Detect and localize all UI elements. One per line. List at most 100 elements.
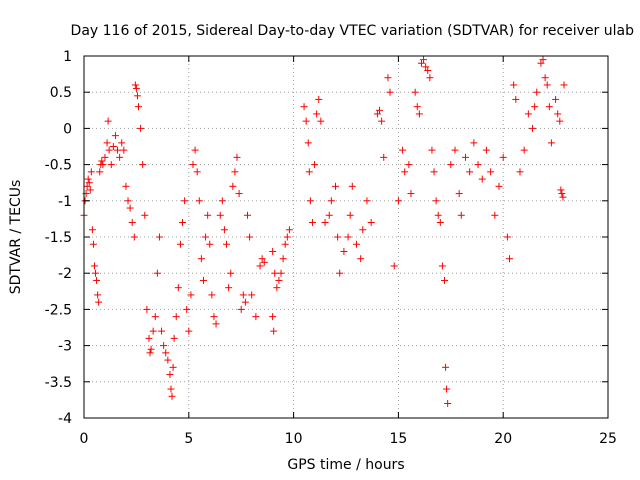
data-point: [512, 95, 520, 103]
data-point: [487, 168, 495, 176]
data-point: [269, 247, 277, 255]
data-point: [413, 103, 421, 111]
data-point: [237, 305, 245, 313]
data-point: [86, 186, 94, 194]
data-point: [482, 146, 490, 154]
x-tick-label: 20: [494, 431, 512, 447]
y-tick-label: -0.5: [45, 158, 72, 174]
data-point: [499, 153, 507, 161]
data-point: [168, 392, 176, 400]
data-point: [252, 313, 260, 321]
data-point: [524, 110, 532, 118]
data-point: [317, 117, 325, 125]
data-point: [101, 153, 109, 161]
x-tick-label: 15: [389, 431, 407, 447]
data-point: [109, 143, 117, 150]
data-point: [153, 269, 161, 277]
data-point: [275, 276, 283, 284]
y-tick-label: -1.5: [45, 230, 72, 246]
data-point: [229, 182, 237, 190]
data-point: [376, 106, 384, 114]
data-point: [279, 255, 287, 263]
data-point: [241, 298, 249, 306]
tick-labels: 0 5 10 15 20 25 -4 -3.5 -3 -2.5 -2 -1.5 -1 -0.5 0 0.5 1: [45, 49, 617, 447]
x-tick-label: 10: [285, 431, 303, 447]
data-point: [348, 182, 356, 190]
data-point: [210, 313, 218, 321]
y-tick-label: -1: [58, 194, 72, 210]
data-point: [185, 327, 193, 335]
data-point: [558, 190, 566, 198]
data-point: [556, 117, 564, 125]
data-point: [128, 219, 136, 227]
data-point: [155, 233, 163, 241]
data-point: [167, 385, 175, 393]
data-point: [305, 168, 313, 176]
data-point: [442, 363, 450, 371]
data-point: [84, 175, 92, 183]
data-point: [103, 139, 111, 147]
data-point: [193, 168, 201, 176]
data-point: [363, 197, 371, 205]
data-point: [554, 110, 562, 118]
data-point: [223, 240, 231, 248]
data-point: [552, 95, 560, 103]
data-point: [118, 139, 126, 147]
data-point: [557, 186, 565, 194]
data-point: [243, 211, 251, 219]
data-point: [300, 103, 308, 111]
data-point: [545, 103, 553, 111]
data-point: [411, 88, 419, 96]
data-point: [533, 88, 541, 96]
y-tick-label: -2.5: [45, 302, 72, 318]
data-point: [85, 179, 93, 187]
data-point: [434, 211, 442, 219]
axis-ticks: [83, 55, 609, 419]
data-point: [384, 74, 392, 82]
data-point: [179, 219, 187, 227]
data-point: [141, 211, 149, 219]
data-point: [386, 88, 394, 96]
data-point: [344, 233, 352, 241]
data-point: [447, 161, 455, 169]
data-point: [520, 146, 528, 154]
data-point: [277, 269, 285, 277]
data-point: [432, 197, 440, 205]
data-point: [451, 146, 459, 154]
data-point: [315, 95, 323, 103]
data-point: [104, 117, 112, 125]
data-point: [122, 182, 130, 190]
data-point: [390, 262, 398, 270]
data-point: [183, 305, 191, 313]
data-point: [537, 59, 545, 67]
data-point: [258, 255, 266, 263]
data-point: [505, 255, 513, 263]
data-point: [394, 197, 402, 205]
y-tick-label: -3: [58, 339, 72, 355]
data-point: [334, 233, 342, 241]
data-point: [248, 291, 256, 299]
data-point: [470, 139, 478, 147]
data-point: [107, 161, 115, 169]
data-point: [405, 161, 413, 169]
data-point: [426, 74, 434, 82]
data-point: [227, 269, 235, 277]
data-point: [124, 197, 132, 205]
y-tick-label: 0: [63, 121, 72, 137]
data-point: [461, 153, 469, 161]
data-point: [478, 175, 486, 183]
data-point: [164, 356, 172, 364]
data-point: [246, 233, 254, 241]
data-point: [308, 219, 316, 227]
data-point: [137, 124, 145, 132]
data-point: [281, 240, 289, 248]
data-point: [147, 345, 155, 353]
data-point: [271, 269, 279, 277]
data-point: [208, 291, 216, 299]
data-point: [260, 258, 268, 266]
data-point: [336, 269, 344, 277]
data-point: [195, 197, 203, 205]
data-point: [256, 262, 264, 270]
